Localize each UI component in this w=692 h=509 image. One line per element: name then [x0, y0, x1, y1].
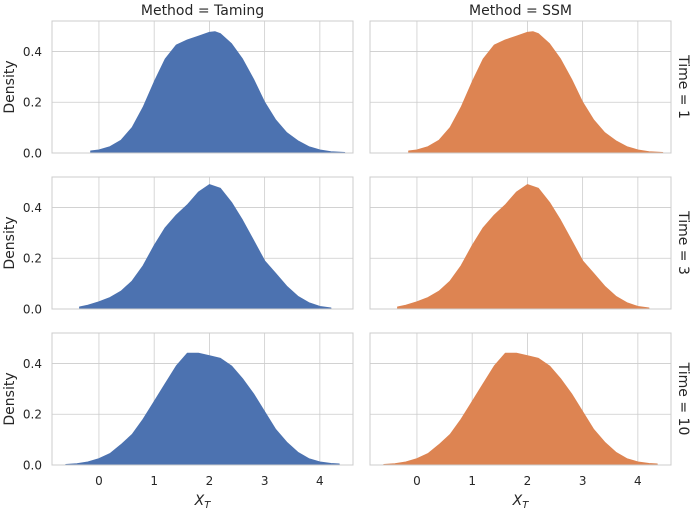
y-tick-label: 0.0	[23, 459, 42, 473]
panel-r0-c0	[51, 20, 354, 154]
y-tick-label: 0.2	[23, 252, 42, 266]
x-tick-label: 4	[316, 474, 324, 488]
density-area-ssm-r1	[397, 184, 650, 310]
row-facet-title: Time = 1	[675, 54, 691, 119]
panel-frame	[51, 176, 354, 310]
panel-r1-c1	[369, 176, 672, 310]
y-tick-label: 0.4	[23, 45, 42, 59]
row-facet-title: Time = 3	[675, 210, 691, 275]
panel-frame	[369, 176, 672, 310]
x-tick-label: 4	[634, 474, 642, 488]
density-area-taming-r2	[65, 352, 340, 466]
density-area-ssm-r0	[408, 31, 664, 154]
x-tick-label: 2	[524, 474, 532, 488]
x-axis-label-subscript: T	[204, 500, 211, 509]
density-area-ssm-r2	[383, 352, 658, 466]
x-tick-label: 3	[579, 474, 587, 488]
y-tick-label: 0.4	[23, 201, 42, 215]
panel-r2-c0	[51, 332, 354, 466]
density-area-taming-r0	[90, 31, 346, 154]
panel-frame	[369, 20, 672, 154]
x-tick-label: 0	[95, 474, 103, 488]
column-facet-title: Method = Taming	[141, 3, 264, 19]
y-axis-label: Density	[2, 216, 18, 269]
row-facet-title: Time = 10	[675, 362, 691, 436]
x-axis-label-subscript: T	[522, 500, 529, 509]
x-axis-label: XT	[512, 493, 530, 509]
x-tick-label: 0	[413, 474, 421, 488]
x-tick-label: 1	[150, 474, 158, 488]
panel-r1-c0	[51, 176, 354, 310]
x-tick-label: 2	[206, 474, 214, 488]
x-tick-label: 3	[261, 474, 269, 488]
x-tick-label: 1	[468, 474, 476, 488]
panel-r2-c1	[369, 332, 672, 466]
y-tick-label: 0.0	[23, 147, 42, 161]
y-axis-label: Density	[2, 60, 18, 113]
y-tick-label: 0.4	[23, 357, 42, 371]
panel-r0-c1	[369, 20, 672, 154]
y-tick-label: 0.2	[23, 96, 42, 110]
density-area-taming-r1	[79, 184, 332, 310]
y-axis-label: Density	[2, 372, 18, 425]
y-tick-label: 0.0	[23, 303, 42, 317]
y-tick-label: 0.2	[23, 408, 42, 422]
panel-frame	[369, 332, 672, 466]
x-axis-label: XT	[194, 493, 212, 509]
column-facet-title: Method = SSM	[469, 3, 572, 19]
panel-frame	[51, 332, 354, 466]
panel-frame	[51, 20, 354, 154]
